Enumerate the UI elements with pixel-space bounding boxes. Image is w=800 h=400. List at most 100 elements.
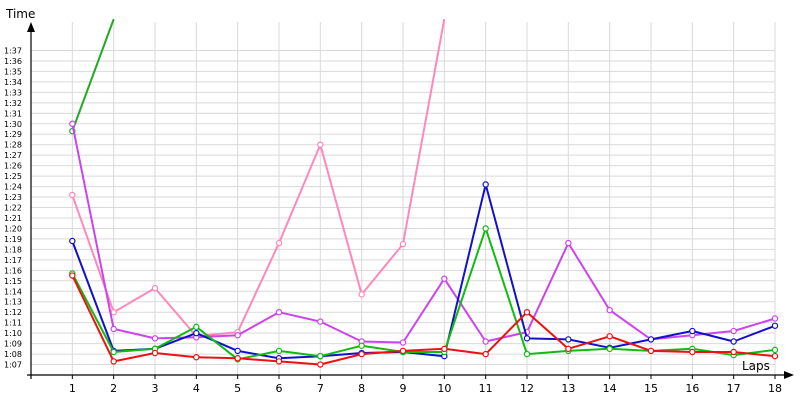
x-tick-label: 9 — [400, 382, 407, 395]
series-line — [71, 123, 776, 344]
data-point — [482, 181, 489, 188]
y-tick-label: 1:24 — [4, 183, 22, 192]
data-point — [647, 347, 655, 355]
series-line — [71, 18, 446, 338]
data-point — [399, 347, 407, 355]
data-point — [771, 322, 779, 329]
y-tick-label: 1:16 — [4, 266, 22, 275]
x-tick-label: 11 — [479, 382, 493, 395]
data-point — [151, 349, 159, 357]
x-tick-label: 7 — [317, 382, 324, 395]
data-point — [234, 332, 241, 339]
x-tick-label: 4 — [193, 382, 200, 395]
x-tick-label: 3 — [152, 382, 159, 395]
data-point — [771, 352, 779, 360]
y-tick-label: 1:08 — [4, 350, 22, 359]
y-tick-label: 1:27 — [4, 151, 22, 160]
y-tick-label: 1:07 — [4, 361, 22, 370]
x-tick-labels: 1 2 3 4 5 6 7 8 9 10 11 12 13 14 15 16 17 18 — [69, 382, 782, 395]
x-tick-label: 10 — [437, 382, 451, 395]
y-tick-label: 1:25 — [4, 172, 22, 181]
y-tick-label: 1:12 — [4, 308, 22, 317]
data-point — [399, 240, 407, 248]
y-tick-label: 1:26 — [4, 162, 22, 171]
data-point — [275, 358, 283, 365]
x-tick-label: 2 — [110, 382, 117, 395]
data-point — [151, 284, 159, 292]
y-tick-label: 1:34 — [4, 78, 22, 87]
data-point — [110, 348, 117, 356]
data-point — [482, 225, 489, 232]
data-point — [317, 361, 324, 368]
data-point — [193, 323, 200, 331]
grid — [31, 22, 776, 375]
series — [69, 18, 779, 368]
y-tick-label: 1:21 — [4, 214, 22, 223]
y-tick-label: 1:23 — [4, 193, 22, 202]
data-point — [317, 141, 324, 148]
x-axis-arrow — [784, 371, 794, 379]
data-point — [193, 354, 200, 361]
y-tick-labels: 1:07 1:081:09 1:101:11 1:121:13 1:141:15 1:16… — [4, 46, 22, 369]
x-tick-label: 14 — [603, 382, 617, 395]
data-point — [482, 338, 489, 345]
y-tick-label: 1:15 — [4, 277, 22, 286]
data-point — [771, 346, 779, 354]
data-point — [317, 318, 324, 325]
axes — [27, 22, 794, 379]
x-tick-label: 1 — [69, 382, 76, 395]
data-point — [317, 352, 324, 360]
x-tick-label: 15 — [644, 382, 658, 395]
data-point — [523, 350, 531, 358]
y-tick-label: 1:10 — [4, 329, 22, 338]
data-point — [730, 338, 737, 345]
data-point — [69, 272, 76, 279]
y-tick-label: 1:30 — [4, 120, 22, 129]
data-point — [358, 350, 365, 358]
x-tick-label: 16 — [685, 382, 699, 395]
data-point — [606, 333, 613, 340]
y-tick-label: 1:32 — [4, 99, 22, 108]
series-line — [71, 18, 115, 132]
data-point — [110, 325, 117, 333]
y-tick-label: 1:28 — [4, 141, 22, 150]
data-point — [606, 306, 613, 314]
data-point — [151, 335, 159, 342]
data-point — [69, 237, 76, 245]
data-point — [234, 347, 241, 355]
y-tick-label: 1:09 — [4, 340, 22, 349]
data-point — [399, 339, 407, 346]
data-point — [110, 358, 117, 365]
data-point — [69, 191, 76, 199]
data-point — [275, 308, 283, 316]
x-tick-label: 6 — [276, 382, 283, 395]
y-tick-label: 1:36 — [4, 57, 22, 66]
data-point — [689, 327, 696, 335]
x-axis-label: Laps — [742, 359, 770, 373]
y-tick-label: 1:11 — [4, 319, 22, 328]
x-tick-label: 13 — [561, 382, 575, 395]
data-point — [110, 308, 117, 316]
y-tick-label: 1:29 — [4, 130, 22, 139]
y-tick-label: 1:19 — [4, 235, 22, 244]
y-tick-label: 1:33 — [4, 88, 22, 97]
data-point — [358, 291, 365, 298]
data-point — [69, 120, 76, 127]
data-point — [647, 336, 655, 343]
data-point — [565, 345, 572, 353]
x-tick-label: 18 — [768, 382, 782, 395]
data-point — [523, 335, 531, 342]
y-tick-label: 1:17 — [4, 256, 22, 265]
data-point — [482, 350, 489, 358]
y-tick-label: 1:14 — [4, 287, 22, 296]
series-line — [71, 275, 776, 366]
series-6 — [69, 272, 779, 368]
data-point — [523, 308, 531, 316]
data-point — [275, 347, 283, 355]
x-tick-label: 8 — [358, 382, 365, 395]
data-point — [771, 315, 779, 322]
y-tick-label: 1:31 — [4, 109, 22, 118]
data-point — [606, 345, 613, 353]
y-tick-label: 1:18 — [4, 245, 22, 254]
